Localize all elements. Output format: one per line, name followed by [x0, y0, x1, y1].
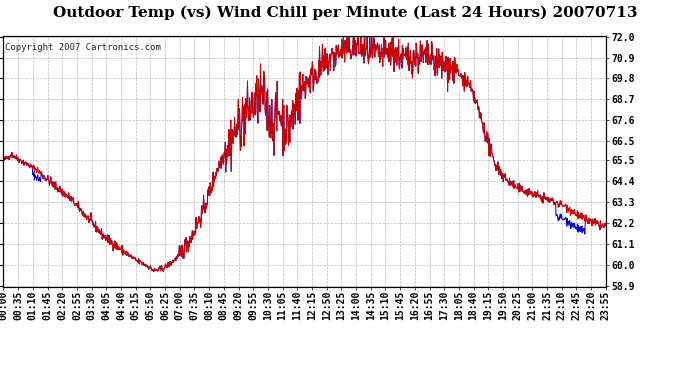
Text: Outdoor Temp (vs) Wind Chill per Minute (Last 24 Hours) 20070713: Outdoor Temp (vs) Wind Chill per Minute …: [52, 6, 638, 20]
Text: Copyright 2007 Cartronics.com: Copyright 2007 Cartronics.com: [6, 43, 161, 52]
